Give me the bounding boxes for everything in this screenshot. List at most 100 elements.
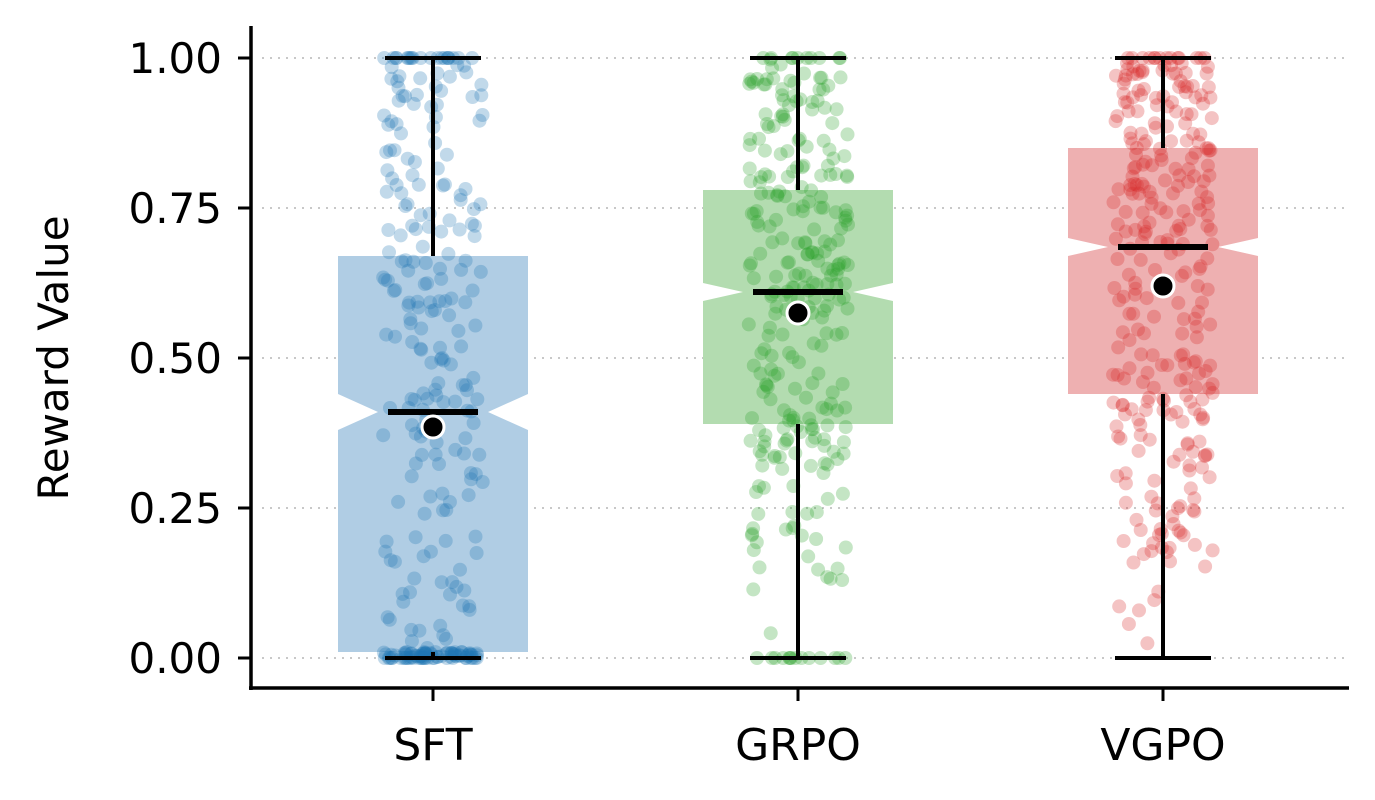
data-point: [778, 522, 793, 537]
data-point: [1178, 265, 1193, 280]
data-point: [1122, 306, 1137, 321]
data-point: [468, 529, 483, 544]
data-point: [804, 245, 819, 260]
data-point: [778, 189, 793, 204]
data-point: [820, 491, 835, 506]
data-point: [774, 109, 789, 124]
data-point: [387, 143, 402, 158]
data-point: [475, 108, 490, 122]
data-point: [1117, 371, 1132, 386]
data-point: [744, 206, 759, 221]
data-point: [442, 495, 457, 509]
data-point: [837, 276, 852, 291]
data-point: [1110, 469, 1125, 483]
data-point: [1111, 340, 1126, 355]
data-point: [1137, 227, 1152, 241]
data-point: [802, 411, 817, 426]
data-point: [817, 244, 832, 259]
data-point: [754, 170, 768, 185]
data-point: [1115, 325, 1130, 340]
data-point: [1187, 311, 1202, 326]
data-point: [1118, 68, 1133, 83]
data-point: [780, 255, 795, 270]
y-ticks: 0.00 0.25 0.50 0.75 1.00: [128, 34, 251, 683]
data-point: [752, 444, 767, 459]
data-point: [808, 430, 822, 445]
data-point: [391, 494, 406, 509]
data-point: [423, 544, 438, 559]
data-point: [754, 186, 768, 201]
data-point: [1204, 111, 1219, 126]
data-point: [1128, 222, 1143, 237]
data-point: [1200, 282, 1215, 297]
data-point: [1116, 534, 1131, 548]
data-point: [436, 628, 451, 643]
data-point: [1147, 309, 1161, 324]
data-point: [1129, 141, 1144, 155]
data-point: [1108, 231, 1123, 246]
data-point: [1192, 434, 1207, 449]
data-point: [773, 57, 788, 72]
data-point: [763, 392, 778, 407]
data-point: [1131, 322, 1145, 337]
data-point: [814, 338, 829, 353]
data-point: [837, 255, 852, 270]
data-point: [830, 561, 845, 576]
data-point: [750, 72, 765, 86]
data-point: [1202, 381, 1217, 396]
data-point: [838, 210, 853, 225]
data-point: [800, 247, 815, 262]
data-point: [1128, 281, 1143, 296]
data-point: [1190, 279, 1205, 293]
data-point: [1202, 143, 1217, 158]
data-point: [387, 554, 402, 569]
data-point: [786, 413, 801, 428]
data-point: [1110, 109, 1125, 124]
data-point: [405, 218, 420, 233]
data-point: [1200, 190, 1215, 205]
data-point: [401, 298, 416, 313]
data-point: [809, 532, 824, 546]
data-point: [1147, 473, 1162, 488]
data-point: [759, 72, 774, 87]
data-point: [472, 447, 487, 462]
data-point: [1171, 501, 1185, 516]
data-point: [1126, 306, 1141, 321]
data-point: [1183, 481, 1198, 496]
data-point: [458, 182, 473, 196]
data-point: [773, 147, 788, 162]
data-point: [1165, 509, 1180, 524]
data-point: [742, 76, 757, 91]
data-point: [802, 194, 816, 209]
data-point: [828, 167, 843, 181]
data-point: [1203, 358, 1218, 373]
data-point: [765, 235, 780, 250]
data-point: [442, 308, 457, 323]
data-point: [1173, 373, 1188, 388]
data-point: [805, 376, 820, 391]
data-point: [838, 540, 853, 555]
data-point: [1125, 169, 1140, 184]
data-point: [424, 355, 439, 370]
data-point: [743, 433, 758, 448]
data-point: [1118, 466, 1133, 481]
data-point: [435, 351, 449, 366]
data-point: [415, 239, 430, 254]
data-point: [1198, 559, 1213, 574]
data-point: [819, 326, 834, 341]
data-point: [1131, 412, 1146, 427]
data-point: [770, 188, 785, 203]
data-point: [820, 261, 835, 276]
data-point: [1189, 319, 1204, 334]
data-point: [420, 641, 435, 655]
data-point: [467, 218, 482, 233]
data-point: [750, 214, 765, 229]
data-point: [764, 362, 779, 377]
data-point: [767, 368, 782, 383]
data-point: [1164, 58, 1179, 73]
data-point: [441, 246, 456, 261]
data-point: [376, 270, 391, 285]
data-point: [1147, 116, 1162, 131]
data-point: [457, 446, 471, 461]
data-point: [1184, 107, 1199, 122]
